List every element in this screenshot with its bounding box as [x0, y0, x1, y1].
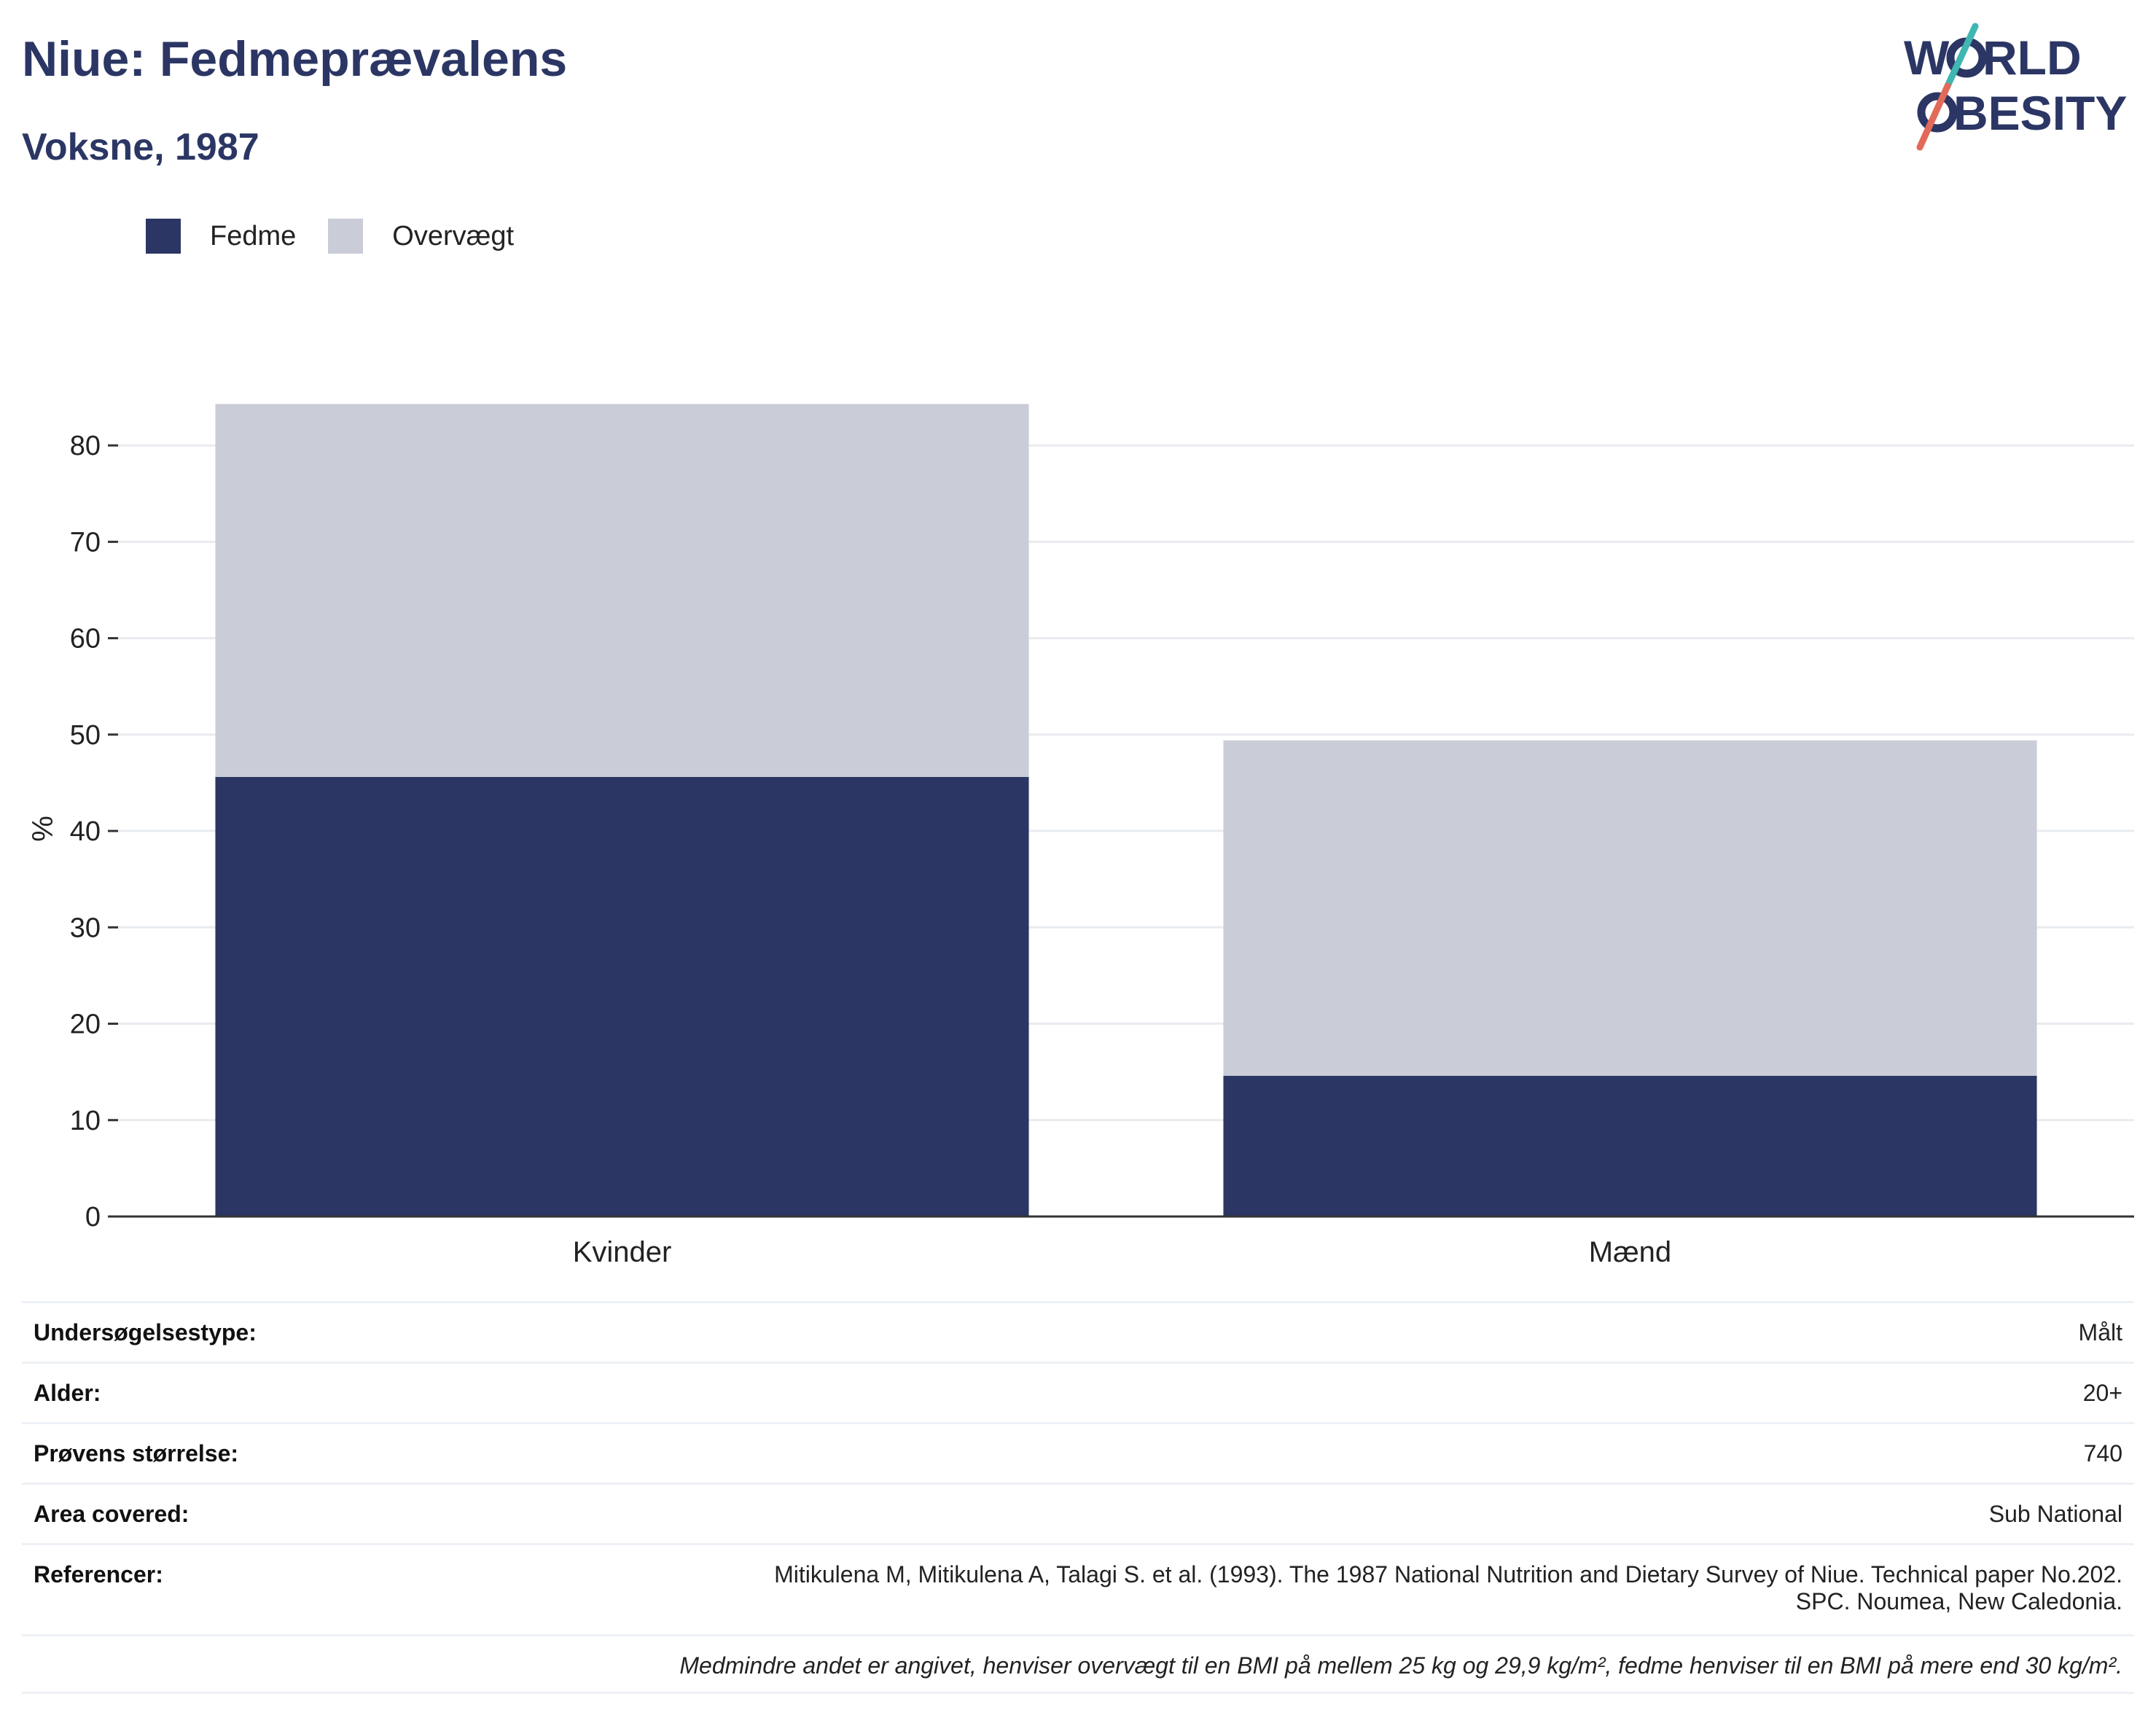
y-tick-label: 10: [70, 1106, 101, 1136]
legend-item-overvaegt[interactable]: Overvægt: [328, 219, 514, 254]
info-label: Area covered:: [34, 1501, 190, 1527]
chart-subtitle: Voksne, 1987: [22, 126, 259, 168]
y-tick-label: 80: [70, 431, 101, 461]
survey-info-table: Undersøgelsestype: Målt Alder: 20+ Prøve…: [22, 1301, 2134, 1694]
info-label: Undersøgelsestype:: [34, 1319, 257, 1346]
svg-text:RLD: RLD: [1983, 31, 2082, 85]
y-tick-label: 0: [85, 1202, 101, 1233]
legend-label-overvaegt: Overvægt: [392, 220, 515, 251]
y-tick-label: 60: [70, 624, 101, 655]
y-tick-label: 50: [70, 720, 101, 751]
y-tick-label: 40: [70, 816, 101, 847]
svg-text:W: W: [1904, 31, 1950, 85]
info-value: Sub National: [1988, 1501, 2122, 1527]
y-tick-label: 20: [70, 1009, 101, 1040]
stacked-bar-chart: 0 10 20 30 40 50 60 70 80% Kvinder Mænd: [27, 404, 2134, 1268]
chart-title: Niue: Fedmeprævalens: [22, 31, 568, 87]
legend-swatch-overvaegt: [328, 219, 364, 254]
y-tick-label: 70: [70, 527, 101, 558]
bar-overv-gt-m-nd: [1223, 740, 2037, 1076]
bar-fedme-m-nd: [1223, 1075, 2037, 1216]
y-axis-label: %: [27, 816, 59, 842]
info-row-area-covered: Area covered: Sub National: [22, 1483, 2134, 1543]
reference-line-1: Mitikulena M, Mitikulena A, Talagi S. et…: [774, 1561, 2122, 1587]
info-value: 20+: [2082, 1380, 2122, 1406]
legend-swatch-fedme: [146, 219, 181, 254]
info-label: Prøvens størrelse:: [34, 1440, 239, 1467]
info-label: Alder:: [34, 1380, 101, 1406]
info-value: Målt: [2078, 1319, 2122, 1346]
info-value: 740: [2083, 1440, 2122, 1467]
info-row-references: Referencer: Mitikulena M, Mitikulena A, …: [22, 1543, 2134, 1634]
reference-line-2: SPC. Noumea, New Caledonia.: [1795, 1588, 2122, 1614]
bar-overv-gt-kvinder: [215, 404, 1029, 778]
world-obesity-logo: W RLD BESITY: [1904, 23, 2127, 151]
info-label: Referencer:: [34, 1561, 163, 1587]
svg-text:BESITY: BESITY: [1953, 86, 2127, 140]
info-row-age: Alder: 20+: [22, 1362, 2134, 1422]
legend-label-fedme: Fedme: [210, 220, 297, 251]
x-tick-label: Kvinder: [573, 1236, 672, 1268]
info-row-sample-size: Prøvens størrelse: 740: [22, 1422, 2134, 1483]
bar-fedme-kvinder: [215, 777, 1029, 1216]
reference-text: Mitikulena M, Mitikulena A, Talagi S. et…: [774, 1561, 2122, 1615]
chart-legend: Fedme Overvægt: [146, 219, 546, 254]
x-tick-label: Mænd: [1589, 1236, 1671, 1268]
bmi-definition-note: Medmindre andet er angivet, henviser ove…: [22, 1634, 2134, 1694]
y-tick-label: 30: [70, 913, 101, 943]
info-row-survey-type: Undersøgelsestype: Målt: [22, 1301, 2134, 1362]
legend-item-fedme[interactable]: Fedme: [146, 219, 296, 254]
